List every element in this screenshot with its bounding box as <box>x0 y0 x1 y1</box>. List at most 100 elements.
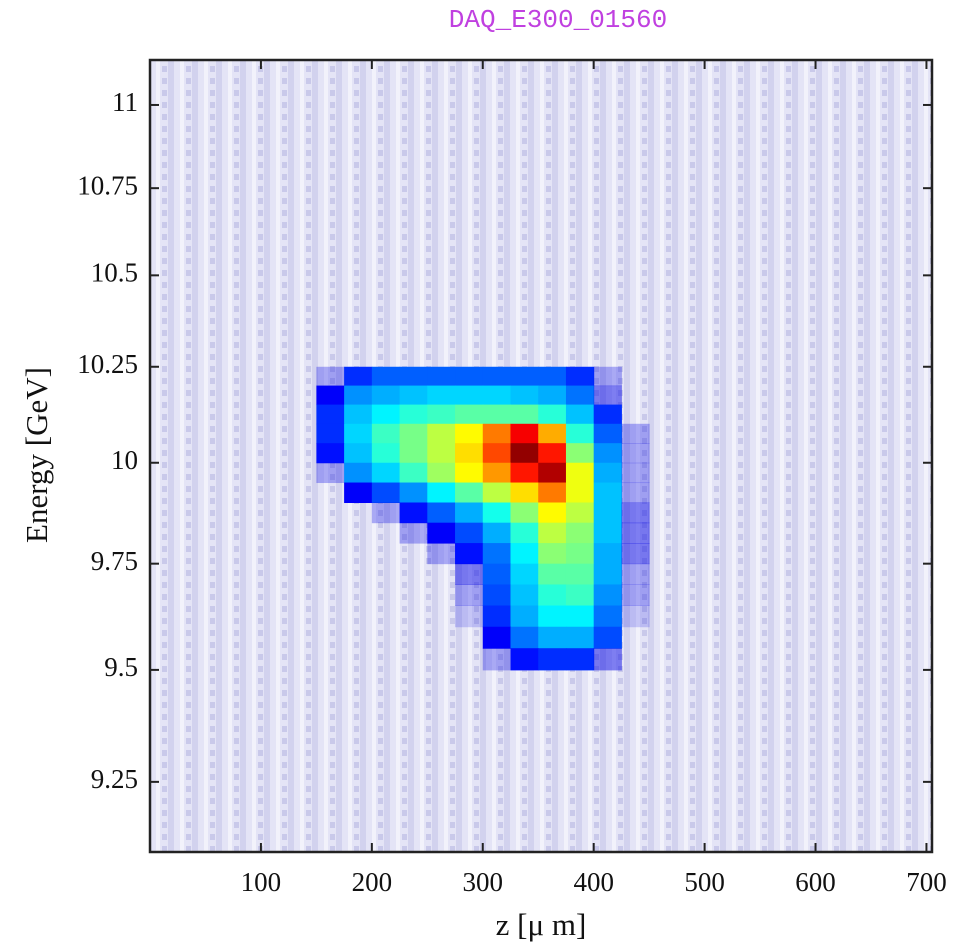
heatmap-cell <box>621 627 649 649</box>
heatmap-cell <box>565 522 595 544</box>
y-tick-label: 10.75 <box>77 170 138 200</box>
heatmap-cell <box>371 502 401 524</box>
heatmap-cell <box>344 543 372 564</box>
heatmap-cell <box>316 462 345 484</box>
heatmap-cell <box>593 543 622 565</box>
heatmap-cell <box>427 627 455 649</box>
heatmap-cell <box>482 404 511 425</box>
heatmap-cell <box>565 605 595 628</box>
heatmap-cell <box>344 648 372 670</box>
heatmap-cell <box>372 543 400 564</box>
heatmap-cell <box>400 606 428 628</box>
heatmap-cell <box>510 626 539 649</box>
heatmap-cell <box>372 627 400 649</box>
heatmap-cell <box>482 584 511 607</box>
heatmap-cell <box>510 423 539 444</box>
heatmap-cell <box>372 648 400 670</box>
y-tick-label: 11 <box>112 87 138 117</box>
heatmap-cell <box>316 385 345 406</box>
heatmap-cell <box>482 626 511 649</box>
x-tick-label: 600 <box>795 867 836 897</box>
heatmap-cell <box>455 627 483 649</box>
heatmap-cell <box>455 423 484 444</box>
heatmap-cell <box>316 627 344 649</box>
heatmap-cell <box>399 522 428 544</box>
heatmap-cell <box>372 523 400 544</box>
heatmap-cell <box>538 605 567 628</box>
heatmap-cell <box>565 404 595 425</box>
heatmap-cell <box>538 584 567 607</box>
y-tick-label: 9.5 <box>104 652 138 682</box>
heatmap-cell <box>510 605 539 628</box>
heatmap-cell <box>538 482 567 504</box>
heatmap-cell <box>371 443 401 464</box>
heatmap-cell <box>316 523 344 544</box>
heatmap-cell <box>510 522 539 544</box>
heatmap-cell <box>455 543 484 565</box>
heatmap-cell <box>427 648 455 670</box>
x-tick-label: 500 <box>684 867 725 897</box>
heatmap-cell <box>482 423 511 444</box>
heatmap-cell <box>538 366 567 387</box>
heatmap-cell <box>344 627 372 649</box>
heatmap-cell <box>371 462 401 484</box>
heatmap-cell <box>455 563 484 585</box>
heatmap-cell <box>371 385 401 406</box>
y-tick-label: 10 <box>111 445 138 475</box>
heatmap-cell <box>400 584 428 606</box>
heatmap-cell <box>482 522 511 544</box>
heatmap-cell <box>344 482 373 504</box>
heatmap-cell <box>344 564 372 585</box>
heatmap-cell <box>316 564 344 585</box>
heatmap-cell <box>371 366 401 387</box>
heatmap-cell <box>510 443 539 464</box>
heatmap-cell <box>455 584 484 607</box>
heatmap-cell <box>482 543 511 565</box>
heatmap-cell <box>344 462 373 484</box>
heatmap-cell <box>510 563 539 585</box>
heatmap-cell <box>344 366 373 387</box>
heatmap-cell <box>482 648 511 671</box>
heatmap-cell <box>538 522 567 544</box>
heatmap-cell <box>510 462 539 484</box>
heatmap-cell <box>482 462 511 484</box>
heatmap-cell <box>344 503 372 524</box>
heatmap-cell <box>399 443 428 464</box>
heatmap-cell <box>344 423 373 444</box>
heatmap-cell <box>593 584 622 607</box>
heatmap-cell <box>565 462 595 484</box>
heatmap-cell <box>344 404 373 425</box>
heatmap-cell <box>510 543 539 565</box>
heatmap-cell <box>455 605 484 628</box>
heatmap-cell <box>482 605 511 628</box>
y-tick-label: 10.25 <box>77 349 138 379</box>
heatmap-cell <box>621 563 650 585</box>
y-tick-label: 9.25 <box>91 764 138 794</box>
heatmap-cell <box>427 385 456 406</box>
heatmap-cell <box>593 605 622 628</box>
y-tick-label: 10.5 <box>91 258 138 288</box>
heatmap-cell <box>593 385 622 406</box>
heatmap-cell <box>344 523 372 544</box>
y-tick-label: 9.75 <box>91 546 138 576</box>
heatmap-cell <box>316 443 345 464</box>
heatmap-cell <box>372 606 400 628</box>
heatmap-cell <box>427 366 456 387</box>
heatmap-cell <box>621 584 650 607</box>
heatmap-cell <box>621 423 650 444</box>
chart-title: DAQ_E300_01560 <box>449 5 667 35</box>
heatmap-cell <box>565 443 595 464</box>
heatmap-cell <box>316 584 344 606</box>
heatmap-cell <box>538 543 567 565</box>
heatmap-cell <box>621 502 650 524</box>
heatmap-cell <box>427 564 455 585</box>
heatmap-cell <box>455 522 484 544</box>
heatmap-cell <box>455 462 484 484</box>
heatmap-cell <box>427 502 456 524</box>
heatmap-cell <box>372 564 400 585</box>
heatmap-cell <box>344 443 373 464</box>
heatmap-cell <box>621 605 650 628</box>
heatmap-cell <box>621 482 650 504</box>
heatmap-cell <box>621 443 650 464</box>
heatmap-cell <box>371 482 401 504</box>
